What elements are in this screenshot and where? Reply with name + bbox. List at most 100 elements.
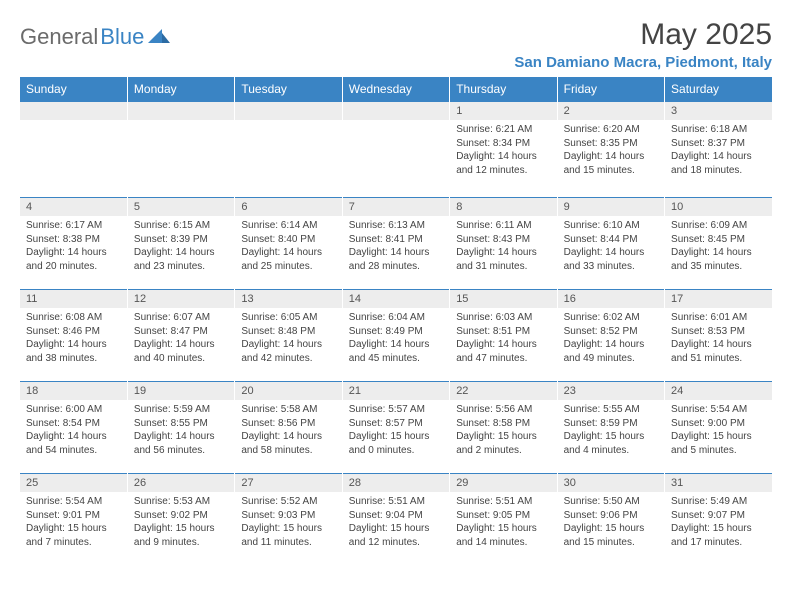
day-number: 26 [128, 473, 234, 492]
day-details: Sunrise: 5:57 AMSunset: 8:57 PMDaylight:… [343, 400, 449, 461]
day-details: Sunrise: 6:04 AMSunset: 8:49 PMDaylight:… [343, 308, 449, 369]
calendar-row: 11Sunrise: 6:08 AMSunset: 8:46 PMDayligh… [20, 289, 772, 381]
day-number: 28 [343, 473, 449, 492]
day-number: 29 [450, 473, 556, 492]
day-details: Sunrise: 5:56 AMSunset: 8:58 PMDaylight:… [450, 400, 556, 461]
day-number: 24 [665, 381, 772, 400]
day-header: Tuesday [235, 77, 342, 101]
day-details: Sunrise: 6:13 AMSunset: 8:41 PMDaylight:… [343, 216, 449, 277]
logo: GeneralBlue [20, 24, 170, 50]
day-header: Wednesday [342, 77, 449, 101]
day-details: Sunrise: 6:15 AMSunset: 8:39 PMDaylight:… [128, 216, 234, 277]
day-number: 4 [20, 197, 127, 216]
calendar-cell: 5Sunrise: 6:15 AMSunset: 8:39 PMDaylight… [127, 197, 234, 289]
day-details: Sunrise: 5:52 AMSunset: 9:03 PMDaylight:… [235, 492, 341, 553]
day-number: 13 [235, 289, 341, 308]
day-number: 12 [128, 289, 234, 308]
calendar-cell: 17Sunrise: 6:01 AMSunset: 8:53 PMDayligh… [665, 289, 772, 381]
title-block: May 2025 San Damiano Macra, Piedmont, It… [514, 18, 772, 71]
calendar-cell [235, 101, 342, 197]
day-details: Sunrise: 5:54 AMSunset: 9:00 PMDaylight:… [665, 400, 772, 461]
day-number: 25 [20, 473, 127, 492]
day-number: 7 [343, 197, 449, 216]
calendar-cell: 13Sunrise: 6:05 AMSunset: 8:48 PMDayligh… [235, 289, 342, 381]
calendar-cell: 20Sunrise: 5:58 AMSunset: 8:56 PMDayligh… [235, 381, 342, 473]
day-number: 31 [665, 473, 772, 492]
calendar-cell: 27Sunrise: 5:52 AMSunset: 9:03 PMDayligh… [235, 473, 342, 565]
calendar-cell: 21Sunrise: 5:57 AMSunset: 8:57 PMDayligh… [342, 381, 449, 473]
day-details: Sunrise: 6:03 AMSunset: 8:51 PMDaylight:… [450, 308, 556, 369]
calendar-row: 25Sunrise: 5:54 AMSunset: 9:01 PMDayligh… [20, 473, 772, 565]
day-details: Sunrise: 6:17 AMSunset: 8:38 PMDaylight:… [20, 216, 127, 277]
day-header: Monday [127, 77, 234, 101]
day-number: 20 [235, 381, 341, 400]
day-number: 14 [343, 289, 449, 308]
calendar-cell: 28Sunrise: 5:51 AMSunset: 9:04 PMDayligh… [342, 473, 449, 565]
calendar-cell: 3Sunrise: 6:18 AMSunset: 8:37 PMDaylight… [665, 101, 772, 197]
calendar-cell: 10Sunrise: 6:09 AMSunset: 8:45 PMDayligh… [665, 197, 772, 289]
day-number [20, 101, 127, 120]
page-title: May 2025 [514, 18, 772, 52]
day-details: Sunrise: 6:20 AMSunset: 8:35 PMDaylight:… [558, 120, 664, 181]
day-details: Sunrise: 6:21 AMSunset: 8:34 PMDaylight:… [450, 120, 556, 181]
day-number: 21 [343, 381, 449, 400]
day-details: Sunrise: 6:07 AMSunset: 8:47 PMDaylight:… [128, 308, 234, 369]
day-number: 2 [558, 101, 664, 120]
day-number: 9 [558, 197, 664, 216]
calendar-cell: 4Sunrise: 6:17 AMSunset: 8:38 PMDaylight… [20, 197, 127, 289]
calendar-cell: 29Sunrise: 5:51 AMSunset: 9:05 PMDayligh… [450, 473, 557, 565]
calendar-cell: 7Sunrise: 6:13 AMSunset: 8:41 PMDaylight… [342, 197, 449, 289]
day-number: 17 [665, 289, 772, 308]
day-number: 5 [128, 197, 234, 216]
day-details: Sunrise: 6:02 AMSunset: 8:52 PMDaylight:… [558, 308, 664, 369]
calendar-cell: 14Sunrise: 6:04 AMSunset: 8:49 PMDayligh… [342, 289, 449, 381]
calendar-cell: 26Sunrise: 5:53 AMSunset: 9:02 PMDayligh… [127, 473, 234, 565]
day-details: Sunrise: 5:55 AMSunset: 8:59 PMDaylight:… [558, 400, 664, 461]
day-header: Thursday [450, 77, 557, 101]
day-number: 16 [558, 289, 664, 308]
calendar-row: 1Sunrise: 6:21 AMSunset: 8:34 PMDaylight… [20, 101, 772, 197]
day-details: Sunrise: 6:09 AMSunset: 8:45 PMDaylight:… [665, 216, 772, 277]
day-details: Sunrise: 5:58 AMSunset: 8:56 PMDaylight:… [235, 400, 341, 461]
calendar-cell: 25Sunrise: 5:54 AMSunset: 9:01 PMDayligh… [20, 473, 127, 565]
logo-text-blue: Blue [100, 24, 144, 50]
day-details: Sunrise: 6:08 AMSunset: 8:46 PMDaylight:… [20, 308, 127, 369]
day-details: Sunrise: 6:14 AMSunset: 8:40 PMDaylight:… [235, 216, 341, 277]
day-header-row: Sunday Monday Tuesday Wednesday Thursday… [20, 77, 772, 101]
day-number: 19 [128, 381, 234, 400]
day-number: 11 [20, 289, 127, 308]
calendar-table: Sunday Monday Tuesday Wednesday Thursday… [20, 77, 772, 565]
calendar-cell: 22Sunrise: 5:56 AMSunset: 8:58 PMDayligh… [450, 381, 557, 473]
calendar-cell: 23Sunrise: 5:55 AMSunset: 8:59 PMDayligh… [557, 381, 664, 473]
calendar-cell [342, 101, 449, 197]
day-details: Sunrise: 5:51 AMSunset: 9:04 PMDaylight:… [343, 492, 449, 553]
calendar-cell: 11Sunrise: 6:08 AMSunset: 8:46 PMDayligh… [20, 289, 127, 381]
day-number: 1 [450, 101, 556, 120]
day-details: Sunrise: 6:01 AMSunset: 8:53 PMDaylight:… [665, 308, 772, 369]
calendar-cell: 15Sunrise: 6:03 AMSunset: 8:51 PMDayligh… [450, 289, 557, 381]
day-number [343, 101, 449, 120]
day-details: Sunrise: 5:51 AMSunset: 9:05 PMDaylight:… [450, 492, 556, 553]
day-number: 3 [665, 101, 772, 120]
day-details: Sunrise: 6:05 AMSunset: 8:48 PMDaylight:… [235, 308, 341, 369]
calendar-cell: 9Sunrise: 6:10 AMSunset: 8:44 PMDaylight… [557, 197, 664, 289]
calendar-cell: 19Sunrise: 5:59 AMSunset: 8:55 PMDayligh… [127, 381, 234, 473]
logo-triangle-icon [148, 27, 170, 48]
calendar-cell: 30Sunrise: 5:50 AMSunset: 9:06 PMDayligh… [557, 473, 664, 565]
day-number: 10 [665, 197, 772, 216]
day-details: Sunrise: 5:53 AMSunset: 9:02 PMDaylight:… [128, 492, 234, 553]
location-label: San Damiano Macra, Piedmont, Italy [514, 54, 772, 71]
day-header: Friday [557, 77, 664, 101]
day-details: Sunrise: 5:50 AMSunset: 9:06 PMDaylight:… [558, 492, 664, 553]
calendar-row: 18Sunrise: 6:00 AMSunset: 8:54 PMDayligh… [20, 381, 772, 473]
day-number: 18 [20, 381, 127, 400]
calendar-row: 4Sunrise: 6:17 AMSunset: 8:38 PMDaylight… [20, 197, 772, 289]
calendar-cell: 1Sunrise: 6:21 AMSunset: 8:34 PMDaylight… [450, 101, 557, 197]
logo-text-general: General [20, 24, 98, 50]
day-details: Sunrise: 5:59 AMSunset: 8:55 PMDaylight:… [128, 400, 234, 461]
day-number: 23 [558, 381, 664, 400]
day-number: 30 [558, 473, 664, 492]
day-details: Sunrise: 6:11 AMSunset: 8:43 PMDaylight:… [450, 216, 556, 277]
day-number [235, 101, 341, 120]
calendar-cell: 12Sunrise: 6:07 AMSunset: 8:47 PMDayligh… [127, 289, 234, 381]
